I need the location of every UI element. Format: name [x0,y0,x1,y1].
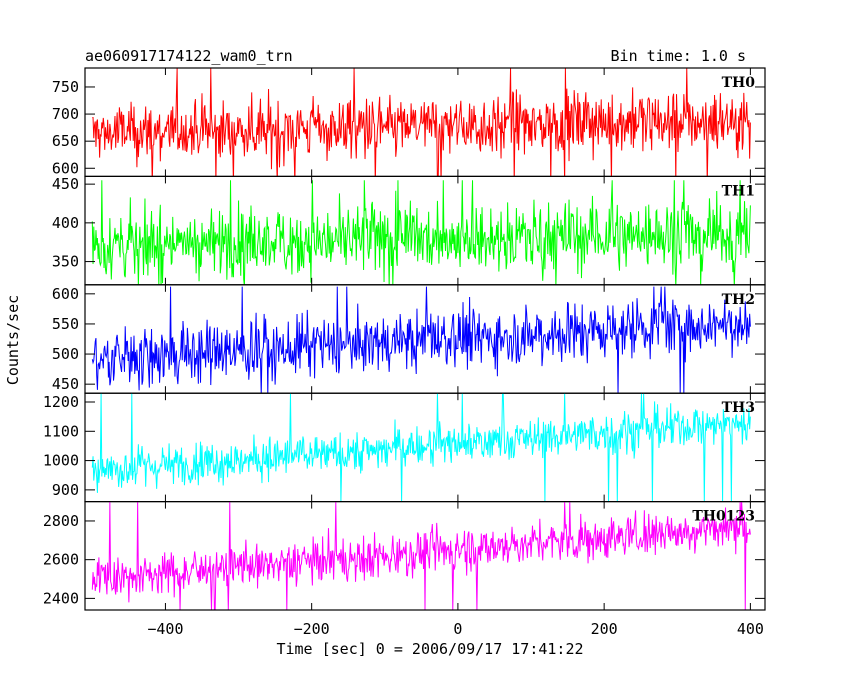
panel-th0123: 2400 2600 2800 TH0123 [43,501,766,611]
y-tick-label: 900 [52,481,79,499]
x-axis: −400 −200 0 200 400 [147,620,764,638]
series-line-th2 [91,286,751,394]
panel-th1: 350 400 450 TH1 [52,175,766,286]
x-tick-label: 400 [737,620,764,638]
x-axis-label: Time [sec] 0 = 2006/09/17 17:41:22 [276,640,583,658]
panel-frame [84,392,766,503]
y-tick-label: 2800 [43,512,79,530]
series-line-th3 [91,393,751,502]
panel-label-th2: TH2 [722,292,755,308]
y-tick-label: 450 [52,175,79,193]
panel-label-th0: TH0 [722,75,756,91]
y-tick-label: 600 [52,159,79,177]
panel-label-th1: TH1 [722,183,755,199]
y-tick-label: 700 [52,105,79,123]
panel-th0: 600 650 700 750 TH0 [52,67,766,177]
x-tick-label: −400 [147,620,183,638]
y-axis-label: Counts/sec [4,295,22,385]
panel-frame [84,501,766,611]
y-tick-label: 750 [52,78,79,96]
y-tick-label: 500 [52,345,79,363]
panel-th2: 450 500 550 600 TH2 [52,284,766,394]
y-tick-label: 600 [52,285,79,303]
y-tick-label: 1100 [43,422,79,440]
y-tick-label: 350 [52,253,79,271]
y-tick-label: 400 [52,214,79,232]
y-tick-label: 450 [52,375,79,393]
panel-label-th0123: TH0123 [692,509,755,525]
x-tick-label: 0 [453,620,462,638]
y-tick-label: 2600 [43,551,79,569]
series-line-th0123 [91,501,751,611]
panel-th3: 900 1000 1100 1200 TH3 [43,392,766,503]
x-tick-label: −200 [294,620,330,638]
bin-time-label: Bin time: 1.0 s [611,47,746,65]
y-tick-label: 650 [52,132,79,150]
series-line-th1 [91,180,751,285]
x-tick-label: 200 [591,620,618,638]
panel-label-th3: TH3 [722,400,755,416]
plot-area: 600 650 700 750 TH0 350 400 450 TH1 450 500 550 600 T… [43,67,766,638]
y-tick-label: 2400 [43,589,79,607]
y-tick-label: 550 [52,315,79,333]
y-tick-label: 1200 [43,393,79,411]
y-tick-label: 1000 [43,452,79,470]
obs-id-label: ae060917174122_wam0_trn [85,47,293,65]
series-line-th0 [92,68,751,177]
